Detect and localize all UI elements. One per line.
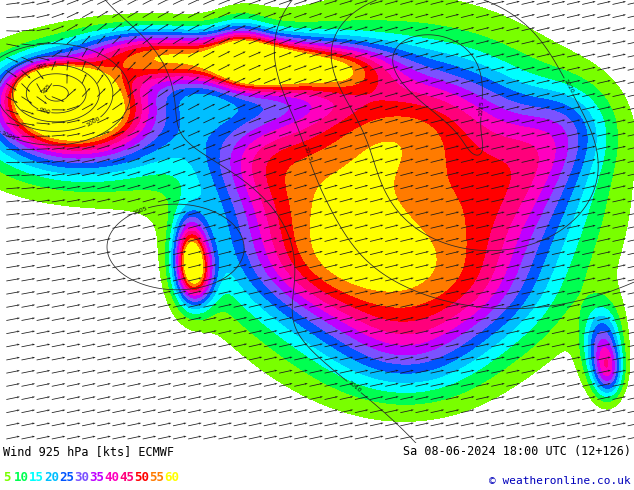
Text: 50: 50 [134,471,149,484]
Text: 25: 25 [59,471,74,484]
Text: 1025: 1025 [479,100,484,116]
Text: 20: 20 [44,471,59,484]
Text: 985: 985 [41,83,53,95]
Text: 995: 995 [36,63,49,70]
Text: 1005: 1005 [1,130,16,142]
Text: 1020: 1020 [562,78,574,94]
Text: 55: 55 [149,471,164,484]
Text: 40: 40 [104,471,119,484]
Text: 15: 15 [29,471,44,484]
Text: 990: 990 [38,107,51,116]
Text: 1015: 1015 [302,146,313,162]
Text: Sa 08-06-2024 18:00 UTC (12+126): Sa 08-06-2024 18:00 UTC (12+126) [403,445,631,459]
Text: 35: 35 [89,471,104,484]
Text: 1000: 1000 [86,116,101,128]
Text: 1005: 1005 [132,205,148,216]
Text: 60: 60 [164,471,179,484]
Text: 1010: 1010 [347,380,361,394]
Text: 45: 45 [119,471,134,484]
Text: 10: 10 [14,471,29,484]
Text: Wind 925 hPa [kts] ECMWF: Wind 925 hPa [kts] ECMWF [3,445,174,459]
Text: 30: 30 [74,471,89,484]
Text: 5: 5 [3,471,11,484]
Text: © weatheronline.co.uk: © weatheronline.co.uk [489,476,631,486]
